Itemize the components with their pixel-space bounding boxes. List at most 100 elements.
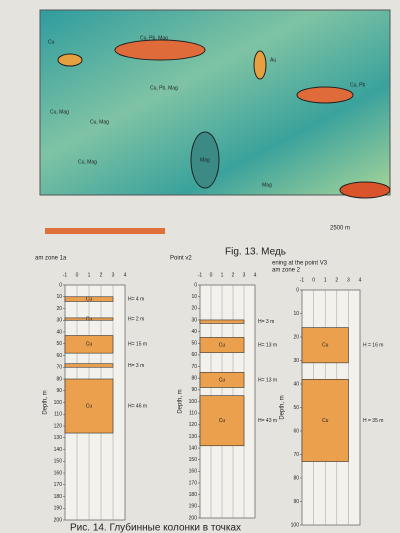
y-tick-label: 20	[56, 306, 62, 312]
ore-layer	[64, 317, 114, 321]
y-tick-label: 10	[191, 294, 197, 300]
y-tick-label: 200	[54, 517, 63, 523]
y-tick-label: 150	[189, 457, 198, 463]
y-tick-label: 70	[56, 365, 62, 371]
ore-layer	[199, 395, 245, 447]
layer-thickness: H= 46 m	[128, 403, 147, 409]
y-tick-label: 60	[191, 352, 197, 358]
map-label: Mag	[262, 182, 272, 188]
layer-label: Cu	[86, 296, 93, 302]
y-tick-label: 170	[189, 480, 198, 486]
map-label: Cu, Mag	[50, 109, 69, 115]
y-tick-label: 140	[189, 445, 198, 451]
y-tick-label: 190	[189, 504, 198, 510]
y-tick-label: 50	[293, 405, 299, 411]
ore-layer	[64, 363, 114, 368]
map-label: Cu	[48, 39, 55, 45]
anomaly	[57, 53, 83, 67]
y-tick-label: 150	[54, 459, 63, 465]
y-tick-label: 130	[189, 434, 198, 440]
anomaly	[114, 39, 206, 61]
x-tick-label: 0	[210, 272, 213, 278]
y-tick-label: 90	[293, 499, 299, 505]
layer-thickness: H= 3 m	[258, 319, 274, 325]
map-label: Au	[270, 57, 276, 63]
anomaly	[253, 50, 267, 80]
x-tick-label: 2	[335, 277, 338, 283]
ore-layer	[199, 372, 245, 388]
figure-caption: Рис. 14. Глубинные колонки в точках	[70, 522, 241, 533]
x-tick-label: 0	[312, 277, 315, 283]
y-tick-label: 60	[56, 353, 62, 359]
y-tick-label: 70	[191, 364, 197, 370]
x-tick-label: 4	[124, 272, 127, 278]
layer-thickness: H= 2 m	[128, 316, 144, 322]
layer-thickness: H = 35 m	[363, 418, 383, 424]
ore-layer	[64, 335, 114, 354]
ore-layer	[199, 337, 245, 353]
scale-label: 2500 m	[330, 226, 350, 232]
y-tick-label: 80	[191, 376, 197, 382]
y-tick-label: 140	[54, 447, 63, 453]
y-tick-label: 80	[56, 376, 62, 382]
layer-label: Cu	[322, 418, 329, 424]
ore-layer	[199, 319, 245, 324]
x-tick-label: 1	[221, 272, 224, 278]
layer-label: Cu	[219, 418, 226, 424]
y-tick-label: 200	[189, 515, 198, 521]
x-tick-label: -1	[300, 277, 305, 283]
layer-thickness: H= 3 m	[128, 363, 144, 369]
y-tick-label: 0	[296, 287, 299, 293]
column-subtitle: am zone 2	[272, 268, 301, 274]
map-label: Cu, Pb, Mag	[140, 35, 168, 41]
y-tick-label: 90	[191, 387, 197, 393]
y-tick-label: 0	[194, 282, 197, 288]
x-tick-label: 3	[347, 277, 350, 283]
y-tick-label: 20	[293, 334, 299, 340]
y-tick-label: 50	[191, 341, 197, 347]
y-tick-label: 40	[191, 329, 197, 335]
y-tick-label: 170	[54, 482, 63, 488]
layer-label: Cu	[86, 342, 93, 348]
layer-label: Cu	[86, 403, 93, 409]
ore-layer	[301, 327, 349, 364]
x-tick-label: -1	[198, 272, 203, 278]
x-tick-label: 1	[88, 272, 91, 278]
y-tick-label: 10	[293, 311, 299, 317]
x-tick-label: 2	[100, 272, 103, 278]
layer-thickness: H = 16 m	[363, 343, 383, 349]
column-title: am zone 1a	[35, 256, 67, 262]
y-tick-label: 30	[191, 317, 197, 323]
y-tick-label: 30	[56, 318, 62, 324]
y-tick-label: 110	[54, 412, 62, 418]
layer-thickness: H= 13 m	[258, 342, 277, 348]
x-tick-label: 4	[359, 277, 362, 283]
y-tick-label: 100	[189, 399, 198, 405]
y-tick-label: 80	[293, 475, 299, 481]
y-tick-label: 180	[189, 492, 198, 498]
anomaly	[339, 181, 391, 199]
ore-layer	[64, 378, 114, 434]
map-label: Mag	[200, 157, 210, 163]
map-label: Cu, Pb, Mag	[150, 85, 178, 91]
y-tick-label: 100	[291, 522, 300, 528]
y-tick-label: 160	[54, 470, 63, 476]
column-title: ening at the point V3	[272, 261, 328, 267]
y-tick-label: 60	[293, 428, 299, 434]
layer-thickness: H= 4 m	[128, 296, 144, 302]
x-tick-label: -1	[63, 272, 68, 278]
y-tick-label: 180	[54, 494, 63, 500]
y-tick-label: 160	[189, 469, 198, 475]
layer-label: Cu	[322, 343, 329, 349]
anomaly	[296, 86, 354, 104]
map-label: Cu, Mag	[90, 119, 109, 125]
y-axis-label: Depth, m	[178, 389, 184, 413]
x-tick-label: 3	[243, 272, 246, 278]
y-axis-label: Depth, m	[43, 390, 49, 414]
y-tick-label: 30	[293, 358, 299, 364]
x-tick-label: 4	[254, 272, 257, 278]
x-tick-label: 3	[112, 272, 115, 278]
anomaly	[190, 131, 220, 189]
